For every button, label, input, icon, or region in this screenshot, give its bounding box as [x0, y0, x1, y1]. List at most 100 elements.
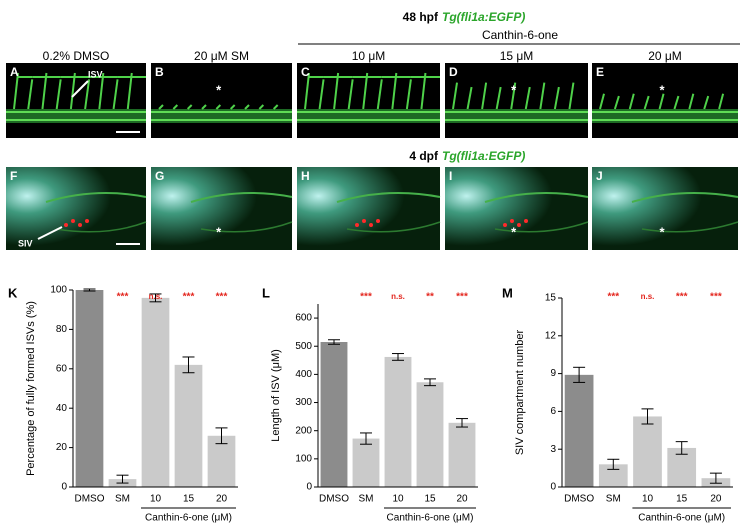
column-label: 10 μM [352, 49, 386, 63]
siv-dot [369, 223, 373, 227]
y-tick-label: 60 [56, 363, 68, 374]
vessel [318, 79, 325, 110]
x-tick-label: 20 [456, 494, 468, 505]
group-label: Canthin-6-one (μM) [145, 513, 232, 524]
annotation: * [216, 82, 222, 97]
micrograph [297, 167, 440, 250]
annotation: * [216, 224, 222, 239]
y-tick-label: 20 [56, 442, 68, 453]
vessel [376, 79, 383, 110]
micrograph [592, 167, 738, 250]
vessel [190, 192, 293, 203]
vessel [631, 192, 739, 203]
panel-letter: G [155, 169, 164, 183]
panel-letter: K [8, 285, 18, 300]
vessel [481, 82, 488, 110]
annotation: * [511, 224, 517, 239]
significance: n.s. [149, 292, 163, 301]
x-tick-label: 15 [183, 494, 195, 505]
bar [633, 416, 662, 487]
vessel [244, 104, 250, 110]
vessel [41, 72, 48, 110]
panel-letter: L [262, 285, 270, 300]
annotation: ISV [88, 69, 103, 79]
column-label: 0.2% DMSO [43, 49, 110, 63]
x-tick-label: DMSO [75, 494, 105, 505]
bar [416, 382, 444, 487]
micrograph [445, 63, 588, 138]
siv-dot [376, 219, 380, 223]
vessel [84, 79, 91, 110]
vessel [55, 221, 147, 233]
vessel [510, 82, 517, 110]
significance: *** [710, 292, 722, 303]
panel-letter: A [10, 65, 19, 79]
panel-letter: F [10, 169, 17, 183]
significance: *** [216, 292, 228, 303]
annotation: * [660, 82, 666, 97]
annotation: * [511, 82, 517, 97]
panel-letter: H [301, 169, 310, 183]
panel-letter: J [596, 169, 603, 183]
significance: *** [607, 292, 619, 303]
panel-letter: B [155, 65, 164, 79]
vessel [13, 72, 19, 110]
y-tick-label: 200 [295, 425, 312, 436]
stage-label: 48 hpf [403, 10, 439, 24]
vessel [405, 79, 412, 110]
vessel [658, 93, 665, 110]
x-tick-label: DMSO [564, 494, 594, 505]
panel-letter: D [449, 65, 458, 79]
x-tick-label: 10 [150, 494, 162, 505]
y-tick-label: 80 [56, 324, 68, 335]
significance: *** [117, 292, 129, 303]
y-tick-label: 0 [306, 482, 312, 493]
vessel [688, 93, 695, 110]
bar [141, 297, 170, 487]
panel-letter: C [301, 65, 310, 79]
bar [384, 356, 412, 487]
y-axis-label: Length of ISV (μM) [270, 349, 282, 442]
vessel [112, 79, 119, 110]
vessel [200, 221, 293, 233]
micrograph [151, 167, 292, 250]
vessel [333, 72, 340, 110]
significance: n.s. [391, 292, 405, 301]
x-tick-label: SM [359, 494, 374, 505]
vessel [27, 79, 34, 110]
y-tick-label: 3 [550, 444, 556, 455]
y-tick-label: 12 [545, 330, 557, 341]
vessel [215, 104, 222, 110]
siv-dot [64, 223, 68, 227]
micrograph [445, 167, 588, 250]
panel-letter: E [596, 65, 604, 79]
x-tick-label: DMSO [319, 494, 349, 505]
vessel [347, 79, 354, 110]
y-tick-label: 15 [545, 293, 557, 304]
panel-letter: M [502, 285, 513, 300]
y-tick-label: 9 [550, 368, 556, 379]
x-tick-label: 20 [216, 494, 228, 505]
bar [448, 422, 476, 487]
bar [174, 364, 203, 487]
y-tick-label: 6 [550, 406, 556, 417]
vessel [568, 82, 575, 110]
vessel [673, 95, 680, 110]
annotation: * [660, 224, 666, 239]
bar [320, 342, 348, 487]
line-label: Tg(fli1a:EGFP) [442, 149, 525, 163]
micrograph [592, 63, 738, 138]
vessel [495, 86, 502, 110]
siv-dot [510, 219, 514, 223]
significance: n.s. [641, 292, 655, 301]
y-axis-label: Percentage of fully formed ISVs (%) [25, 301, 37, 476]
vessel [641, 221, 739, 233]
vessel [69, 72, 76, 110]
column-label: 15 μM [500, 49, 534, 63]
line-label: Tg(fli1a:EGFP) [442, 10, 525, 24]
x-tick-label: 10 [642, 494, 654, 505]
y-axis-label: SIV compartment number [514, 330, 526, 456]
vessel [643, 95, 650, 110]
micrograph [6, 63, 146, 138]
